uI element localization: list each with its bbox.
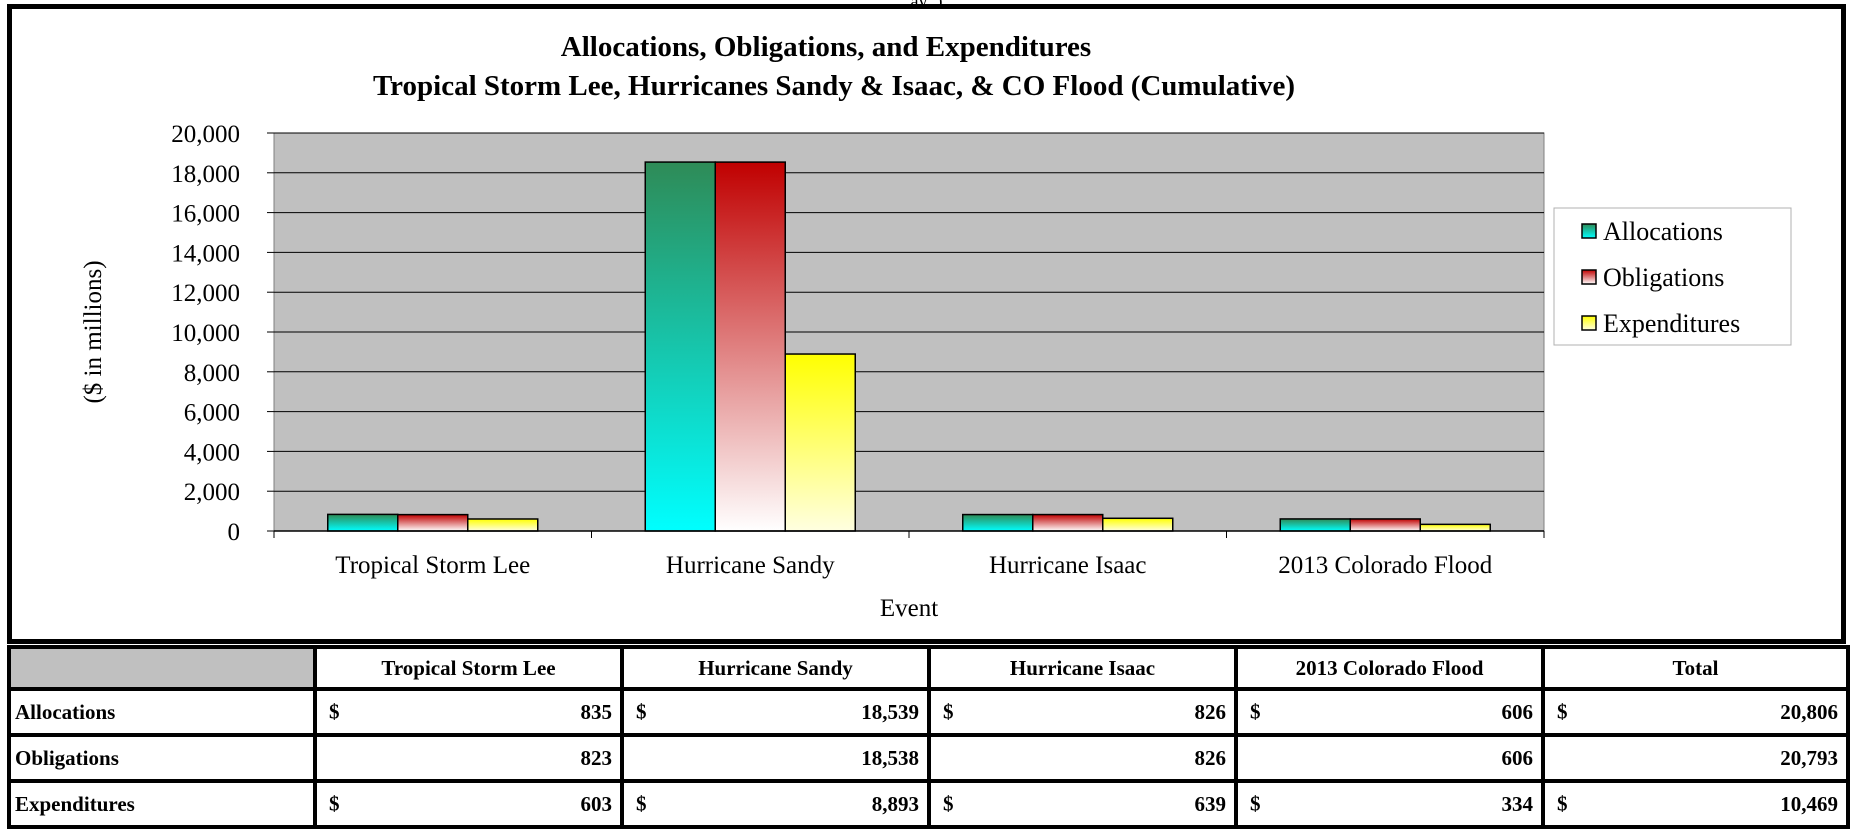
table-cell: $826 bbox=[927, 687, 1238, 737]
x-tick-label: Hurricane Sandy bbox=[666, 552, 835, 579]
bar-expenditures bbox=[467, 518, 539, 532]
bar-allocations bbox=[1279, 518, 1351, 532]
column-header: 2013 Colorado Flood bbox=[1234, 645, 1545, 691]
y-tick-label: 16,000 bbox=[171, 201, 240, 228]
currency-symbol: $ bbox=[943, 699, 954, 724]
legend-swatch bbox=[1581, 315, 1597, 331]
column-header: Hurricane Isaac bbox=[927, 645, 1238, 691]
cell-value: 20,793 bbox=[1780, 745, 1838, 770]
cell-value: 8,893 bbox=[871, 791, 919, 816]
column-header: Tropical Storm Lee bbox=[313, 645, 624, 691]
bar-expenditures bbox=[1102, 517, 1174, 532]
legend-label: Expenditures bbox=[1603, 309, 1740, 338]
x-tick-label: 2013 Colorado Flood bbox=[1278, 552, 1492, 579]
row-label: Allocations bbox=[7, 687, 317, 737]
cell-value: 18,538 bbox=[861, 745, 919, 770]
bar-allocations bbox=[962, 513, 1034, 532]
table-row: Expenditures $603 $8,893 $639 $334 $10,4… bbox=[7, 779, 1850, 829]
chart: Allocations, Obligations, and Expenditur… bbox=[80, 31, 1792, 622]
table-cell: $639 bbox=[927, 779, 1238, 829]
row-label: Obligations bbox=[7, 733, 317, 783]
currency-symbol: $ bbox=[943, 791, 954, 816]
table-cell: 20,793 bbox=[1541, 733, 1850, 783]
y-axis-ticks: 0 2,000 4,000 6,000 8,000 10,000 12,000 14,000 1… bbox=[171, 121, 274, 546]
table-cell: $603 bbox=[313, 779, 624, 829]
cell-value: 606 bbox=[1501, 699, 1534, 724]
column-header: Hurricane Sandy bbox=[620, 645, 931, 691]
legend-label: Obligations bbox=[1603, 263, 1724, 292]
currency-symbol: $ bbox=[1557, 699, 1568, 724]
bars bbox=[273, 161, 1545, 538]
x-tick-label: Hurricane Isaac bbox=[989, 552, 1147, 579]
cell-value: 334 bbox=[1501, 791, 1534, 816]
bar-expenditures bbox=[784, 353, 856, 532]
column-header: Total bbox=[1541, 645, 1850, 691]
bar-allocations bbox=[644, 161, 716, 532]
legend-label: Allocations bbox=[1603, 217, 1723, 246]
cell-value: 20,806 bbox=[1780, 699, 1838, 724]
chart-subtitle: Tropical Storm Lee, Hurricanes Sandy & I… bbox=[373, 70, 1295, 102]
y-tick-label: 6,000 bbox=[184, 400, 240, 427]
table-cell: $10,469 bbox=[1541, 779, 1850, 829]
table-cell: $835 bbox=[313, 687, 624, 737]
y-tick-label: 0 bbox=[228, 519, 241, 546]
y-tick-label: 12,000 bbox=[171, 280, 240, 307]
x-axis-tick-labels: Tropical Storm Lee Hurricane Sandy Hurrica… bbox=[335, 552, 1492, 579]
data-table: Tropical Storm Lee Hurricane Sandy Hurri… bbox=[7, 645, 1850, 829]
y-tick-label: 20,000 bbox=[171, 121, 240, 148]
row-label: Expenditures bbox=[7, 779, 317, 829]
currency-symbol: $ bbox=[636, 791, 647, 816]
cell-value: 826 bbox=[1194, 745, 1227, 770]
legend-swatch bbox=[1581, 223, 1597, 239]
currency-symbol: $ bbox=[636, 699, 647, 724]
gridlines bbox=[274, 132, 1544, 492]
table-cell: 18,538 bbox=[620, 733, 931, 783]
bar-obligations bbox=[1032, 513, 1104, 532]
bar-obligations bbox=[714, 161, 786, 532]
y-tick-label: 18,000 bbox=[171, 161, 240, 188]
table-corner-cell bbox=[7, 645, 317, 691]
table-cell: $606 bbox=[1234, 687, 1545, 737]
currency-symbol: $ bbox=[1250, 699, 1261, 724]
x-tick-label: Tropical Storm Lee bbox=[335, 552, 530, 579]
legend-swatch bbox=[1581, 269, 1597, 285]
cell-value: 10,469 bbox=[1780, 791, 1838, 816]
table-row: Obligations 823 18,538 826 606 20,793 bbox=[7, 733, 1850, 783]
y-tick-label: 2,000 bbox=[184, 479, 240, 506]
table-row: Allocations $835 $18,539 $826 $606 $20,8… bbox=[7, 687, 1850, 737]
table-cell: $8,893 bbox=[620, 779, 931, 829]
y-tick-label: 14,000 bbox=[171, 240, 240, 267]
y-axis-label: ($ in millions) bbox=[80, 260, 107, 403]
currency-symbol: $ bbox=[329, 791, 340, 816]
currency-symbol: $ bbox=[1557, 791, 1568, 816]
chart-title: Allocations, Obligations, and Expenditur… bbox=[561, 31, 1091, 63]
table-cell: 823 bbox=[313, 733, 624, 783]
cell-value: 639 bbox=[1194, 791, 1227, 816]
bar-obligations bbox=[1349, 518, 1421, 532]
table-cell: $334 bbox=[1234, 779, 1545, 829]
table-cell: $20,806 bbox=[1541, 687, 1850, 737]
y-tick-label: 4,000 bbox=[184, 439, 240, 466]
table-header-row: Tropical Storm Lee Hurricane Sandy Hurri… bbox=[7, 645, 1850, 691]
cell-value: 835 bbox=[580, 699, 613, 724]
cell-value: 603 bbox=[580, 791, 613, 816]
cell-value: 606 bbox=[1501, 745, 1534, 770]
y-tick-label: 10,000 bbox=[171, 320, 240, 347]
table-cell: 826 bbox=[927, 733, 1238, 783]
legend: Allocations Obligations Expenditures bbox=[1553, 207, 1792, 346]
bar-obligations bbox=[397, 513, 469, 532]
table-cell: 606 bbox=[1234, 733, 1545, 783]
currency-symbol: $ bbox=[1250, 791, 1261, 816]
currency-symbol: $ bbox=[329, 699, 340, 724]
x-axis-label: Event bbox=[880, 595, 938, 622]
y-tick-label: 8,000 bbox=[184, 360, 240, 387]
cell-value: 826 bbox=[1194, 699, 1227, 724]
bar-expenditures bbox=[1419, 523, 1491, 532]
cell-value: 823 bbox=[580, 745, 613, 770]
table-cell: $18,539 bbox=[620, 687, 931, 737]
cell-value: 18,539 bbox=[861, 699, 919, 724]
bar-allocations bbox=[327, 513, 399, 532]
